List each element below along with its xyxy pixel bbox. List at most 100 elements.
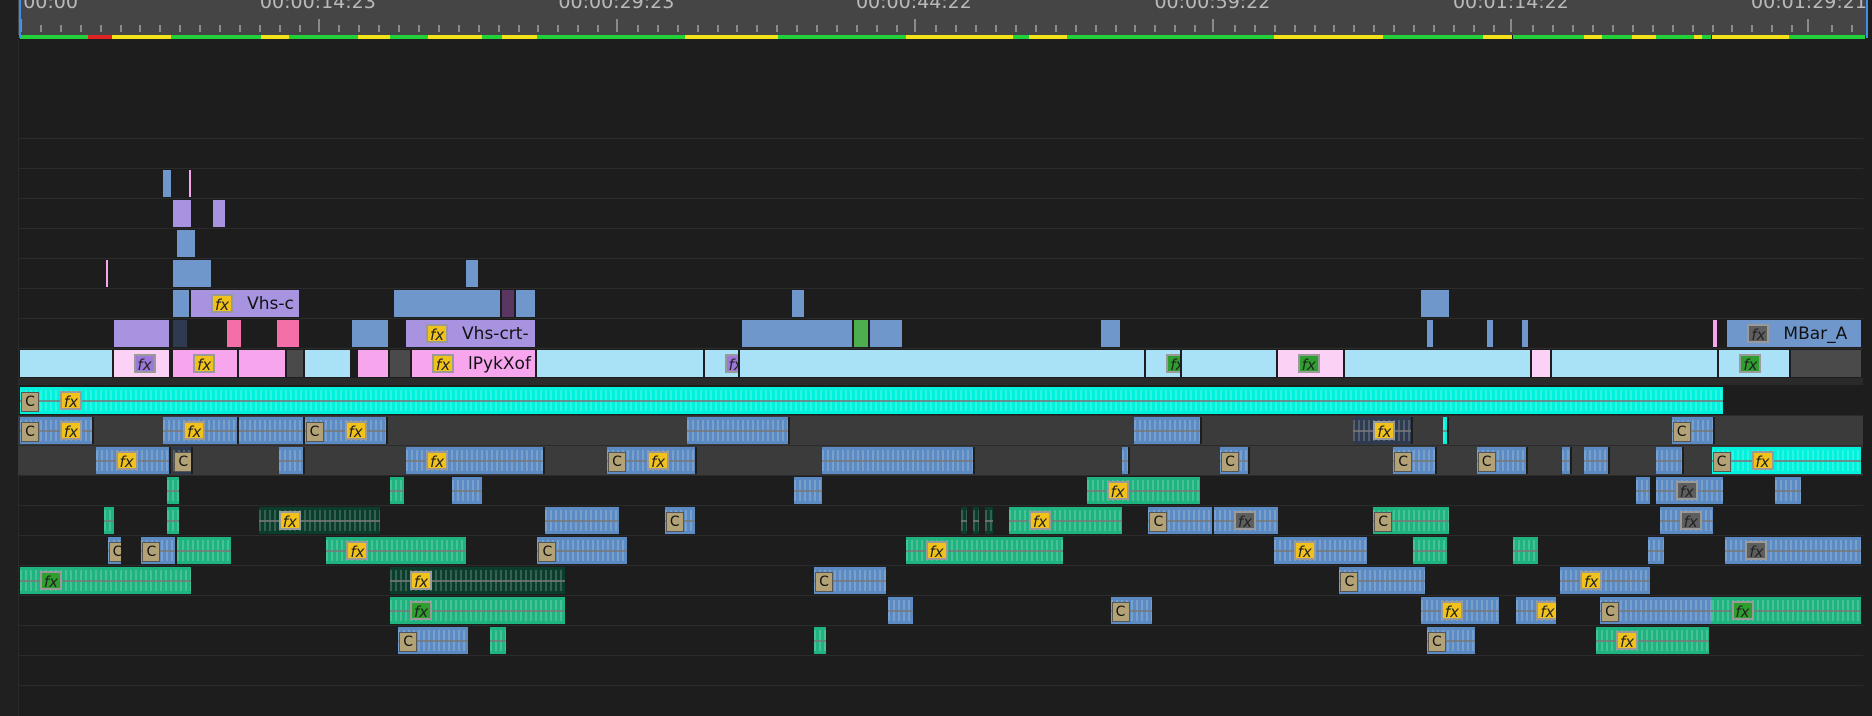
audio-clip[interactable]: fx [1655, 477, 1726, 504]
track-v1[interactable]: fx fx fx lPykXof fx fx fx fx [18, 349, 1863, 379]
video-clip[interactable] [113, 320, 172, 347]
audio-clip[interactable] [1442, 417, 1449, 444]
volume-line[interactable] [905, 550, 1063, 552]
video-clip[interactable] [1532, 350, 1553, 377]
volume-line[interactable] [887, 610, 914, 612]
audio-clip[interactable]: C [814, 567, 888, 594]
volume-line[interactable] [258, 520, 381, 522]
fx-badge-icon[interactable]: fx [1166, 354, 1181, 374]
audio-clip[interactable] [1584, 447, 1610, 474]
audio-clip[interactable]: fx [95, 447, 172, 474]
fx-badge-icon[interactable]: fx [60, 391, 82, 411]
transition-icon[interactable]: C [1672, 422, 1691, 442]
transition-icon[interactable]: C [1340, 572, 1359, 592]
volume-line[interactable] [1584, 460, 1608, 462]
audio-clip[interactable] [887, 597, 916, 624]
audio-clip[interactable] [1635, 477, 1652, 504]
transition-icon[interactable]: C [1477, 452, 1496, 472]
volume-line[interactable] [20, 580, 192, 582]
audio-clip[interactable] [973, 507, 982, 534]
video-clip[interactable] [189, 170, 194, 197]
video-clip[interactable] [537, 350, 705, 377]
volume-line[interactable] [103, 520, 114, 522]
volume-line[interactable] [326, 550, 466, 552]
video-clip[interactable] [1791, 350, 1863, 377]
fx-badge-icon[interactable]: fx [115, 451, 138, 471]
volume-line[interactable] [1134, 430, 1201, 432]
fx-badge-icon[interactable]: fx [410, 601, 433, 621]
audio-clip[interactable] [278, 447, 305, 474]
fx-badge-icon[interactable]: fx [724, 354, 739, 374]
volume-line[interactable] [238, 430, 303, 432]
fx-badge-icon[interactable]: fx [40, 571, 62, 591]
audio-clip[interactable]: fx [163, 417, 239, 444]
audio-clip[interactable]: fx [258, 507, 383, 534]
video-clip[interactable] [1552, 350, 1720, 377]
video-clip[interactable]: fx Vhs-c [191, 290, 301, 317]
audio-clip[interactable]: C [1219, 447, 1250, 474]
fx-badge-icon[interactable]: fx [426, 324, 449, 344]
video-clip[interactable]: fx [1277, 350, 1346, 377]
volume-line[interactable] [973, 520, 980, 522]
transition-icon[interactable]: C [1394, 452, 1413, 472]
volume-line[interactable] [1775, 490, 1802, 492]
volume-line[interactable] [1635, 490, 1650, 492]
audio-clip[interactable] [103, 507, 116, 534]
video-clip[interactable] [173, 260, 214, 287]
video-clip[interactable]: fx [113, 350, 172, 377]
fx-badge-icon[interactable]: fx [211, 294, 234, 314]
video-clip[interactable] [1345, 350, 1533, 377]
transition-icon[interactable]: C [21, 422, 39, 442]
volume-line[interactable] [1339, 580, 1425, 582]
audio-clip[interactable] [1413, 537, 1449, 564]
fx-badge-icon[interactable]: fx [1440, 601, 1463, 621]
volume-line[interactable] [1148, 520, 1212, 522]
fx-badge-icon[interactable]: fx [1580, 571, 1603, 591]
track-v3[interactable]: fx Vhs-c [18, 289, 1863, 319]
video-clip[interactable] [1426, 320, 1435, 347]
audio-clip[interactable]: C [1600, 597, 1720, 624]
volume-line[interactable] [20, 430, 92, 432]
volume-line[interactable] [1600, 610, 1718, 612]
volume-line[interactable] [1009, 520, 1123, 522]
video-clip[interactable] [390, 350, 412, 377]
transition-icon[interactable]: C [1601, 602, 1620, 622]
volume-line[interactable] [686, 430, 789, 432]
fx-badge-icon[interactable]: fx [183, 421, 206, 441]
audio-clip[interactable] [238, 417, 305, 444]
audio-clip[interactable]: fx [20, 567, 194, 594]
video-clip[interactable] [394, 290, 502, 317]
audio-clip[interactable] [985, 507, 996, 534]
video-clip[interactable]: fx [1146, 350, 1183, 377]
audio-clip[interactable]: fx [1516, 597, 1559, 624]
track-v4[interactable] [18, 259, 1863, 289]
fx-badge-icon[interactable]: fx [1293, 541, 1316, 561]
volume-line[interactable] [1442, 430, 1447, 432]
fx-badge-icon[interactable]: fx [133, 354, 156, 374]
transition-icon[interactable]: C [399, 632, 418, 652]
track-a4[interactable]: fx fx [18, 476, 1863, 506]
audio-clip[interactable]: fx [905, 537, 1065, 564]
video-clip[interactable] [276, 320, 301, 347]
volume-line[interactable] [1562, 460, 1571, 462]
transition-icon[interactable]: C [305, 422, 324, 442]
volume-line[interactable] [278, 460, 303, 462]
video-clip[interactable] [173, 320, 190, 347]
transition-icon[interactable]: C [108, 542, 122, 562]
fx-badge-icon[interactable]: fx [1675, 481, 1698, 501]
fx-badge-icon[interactable]: fx [1747, 324, 1770, 344]
transition-icon[interactable]: C [538, 542, 557, 562]
fx-badge-icon[interactable]: fx [278, 511, 301, 531]
volume-line[interactable] [814, 640, 826, 642]
fx-badge-icon[interactable]: fx [1106, 481, 1129, 501]
audio-clip[interactable]: C [664, 507, 697, 534]
audio-clip[interactable] [1562, 447, 1573, 474]
audio-clip[interactable]: fx [1659, 507, 1716, 534]
audio-clip[interactable] [489, 627, 508, 654]
audio-clip[interactable]: fx [1353, 417, 1413, 444]
video-clip[interactable] [740, 350, 1147, 377]
